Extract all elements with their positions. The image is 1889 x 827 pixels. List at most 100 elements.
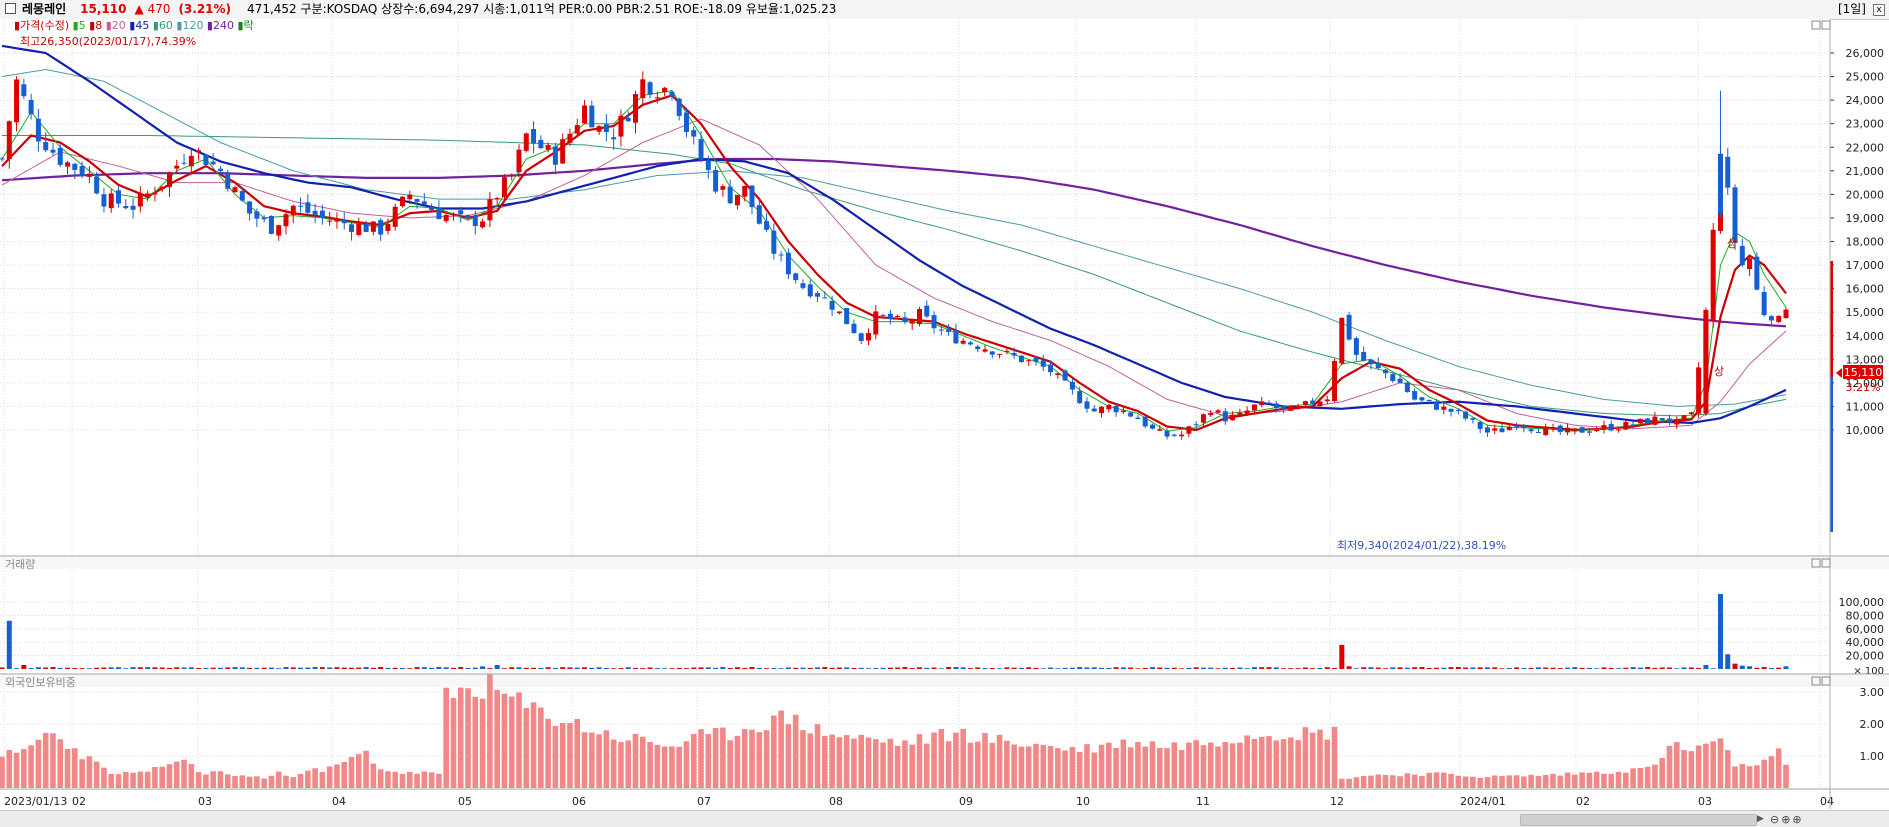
volume-bar: [691, 667, 697, 669]
candle: [1448, 408, 1454, 417]
foreign-holding-bar: [690, 734, 697, 788]
candle: [65, 160, 71, 175]
foreign-holding-bar: [851, 738, 857, 788]
candle: [647, 80, 653, 99]
foreign-holding-bar: [203, 774, 209, 788]
volume-bar: [1142, 667, 1148, 669]
candle: [851, 319, 857, 334]
period-selector[interactable]: [1일]: [1837, 2, 1866, 16]
volume-bar: [1390, 667, 1396, 669]
zoom-controls-icon[interactable]: ⊖⊕⊕: [1770, 813, 1804, 826]
candle: [742, 185, 748, 202]
foreign-holding-bar: [334, 764, 340, 788]
volume-bar: [1106, 667, 1112, 669]
panel-minimize-icon[interactable]: [1811, 20, 1821, 30]
foreign-holding-bar: [6, 750, 13, 788]
candle: [1586, 427, 1592, 436]
volume-bar: [749, 667, 755, 669]
foreign-axis: 1.00 2.00 3.00: [1860, 686, 1885, 763]
foreign-holding-bar: [1004, 740, 1010, 788]
candle-body: [1353, 338, 1359, 355]
candle: [370, 221, 376, 236]
candle: [596, 125, 602, 135]
foreign-close-icon[interactable]: [1821, 676, 1831, 686]
candle-body: [1412, 391, 1418, 400]
foreign-holding-bar: [756, 732, 763, 788]
volume-bar: [1441, 667, 1447, 669]
volume-bar: [166, 667, 172, 669]
foreign-holding-bar: [1579, 772, 1585, 788]
volume-bar: [829, 667, 835, 669]
foreign-holding-bar: [465, 688, 471, 788]
ma240-line: [1, 157, 1787, 328]
candle-body: [166, 172, 172, 188]
legend-item[interactable]: ▮20: [102, 19, 126, 32]
current-price: 15,110: [80, 2, 127, 16]
candle: [1783, 307, 1789, 319]
volume-bar: [312, 667, 318, 669]
volume-bar: [79, 668, 85, 669]
candle: [625, 111, 631, 122]
candle: [166, 171, 172, 197]
volume-bar: [545, 667, 551, 669]
candle-body: [676, 98, 682, 116]
candle-body: [436, 207, 442, 220]
scroll-right-arrow-icon[interactable]: ▶: [1757, 814, 1764, 824]
candle-body: [65, 162, 71, 167]
foreign-holding-bar: [21, 749, 27, 788]
volume-bar: [960, 667, 966, 669]
foreign-holding-bar: [843, 735, 850, 788]
scroll-thumb[interactable]: [1520, 814, 1757, 826]
volume-bar: [1040, 668, 1046, 669]
foreign-holding-bar: [1149, 741, 1156, 788]
volume-bar: [523, 667, 529, 669]
candle-body: [1565, 427, 1571, 433]
candle-body: [1470, 418, 1476, 420]
candle-body: [1535, 431, 1541, 433]
volume-bar: [225, 667, 231, 669]
candle: [283, 209, 289, 235]
candle-body: [946, 328, 952, 332]
settings-checkbox[interactable]: [5, 3, 16, 14]
candle: [1616, 426, 1622, 433]
volume-bar: [1324, 667, 1330, 669]
legend-item[interactable]: ▮120: [173, 19, 204, 32]
stock-name[interactable]: 레몽레인: [22, 2, 67, 16]
legend-item[interactable]: ▮5: [69, 19, 86, 32]
foreign-holding-bar: [1200, 745, 1207, 788]
legend-item[interactable]: ▮8: [86, 19, 103, 32]
candle: [764, 213, 770, 232]
volume-bar: [938, 668, 944, 669]
candle-body: [1062, 370, 1068, 381]
volume-bar: [1317, 667, 1323, 669]
candle: [1514, 422, 1520, 431]
candle-body: [567, 133, 573, 143]
candle: [1171, 433, 1177, 437]
legend-item[interactable]: ▮가격(수정): [14, 19, 69, 32]
volume-close-icon[interactable]: [1821, 558, 1831, 568]
legend-item[interactable]: ▮240: [203, 19, 234, 32]
candle-body: [727, 186, 733, 204]
candle-body: [1761, 291, 1767, 316]
candle: [938, 324, 944, 336]
candle-body: [1055, 373, 1061, 376]
foreign-holding-bar: [1462, 776, 1469, 788]
volume-tick-label: 80,000: [1846, 609, 1885, 622]
foreign-holding-bar: [1673, 742, 1680, 788]
volume-bar: [531, 667, 537, 669]
close-icon[interactable]: x: [1873, 4, 1885, 16]
volume-bar: [596, 667, 602, 669]
volume-minimize-icon[interactable]: [1811, 558, 1821, 568]
candle-body: [247, 201, 253, 214]
stock-chart[interactable]: 10,000 11,000 12,000 13,000 14,000 15,000 16,0…: [0, 19, 1889, 827]
volume-bar: [654, 668, 660, 669]
legend-item[interactable]: ▮45: [126, 19, 150, 32]
foreign-minimize-icon[interactable]: [1811, 676, 1821, 686]
volume-bar: [1004, 667, 1010, 669]
volume-bar: [1455, 667, 1461, 669]
foreign-holding-bar: [348, 757, 355, 788]
legend-item[interactable]: ▮락: [234, 19, 254, 32]
chart-scrollbar[interactable]: ▶ ⊖⊕⊕: [0, 810, 1889, 827]
panel-close-icon[interactable]: [1821, 20, 1831, 30]
legend-item[interactable]: ▮60: [149, 19, 173, 32]
